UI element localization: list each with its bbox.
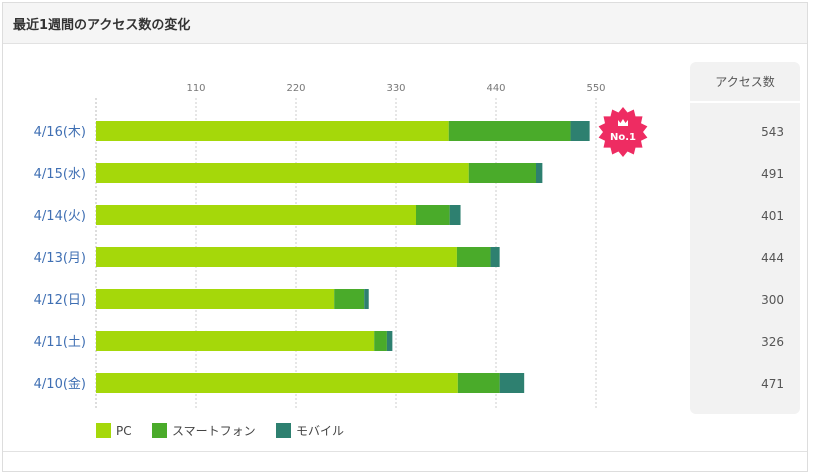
- category-label: 4/13(月): [34, 251, 86, 266]
- bar-segment-mobile: [386, 331, 393, 351]
- bar-segment-smartphone: [334, 289, 365, 309]
- legend-label-mobile: モバイル: [296, 424, 344, 438]
- panel-title: 最近1週間のアクセス数の変化: [13, 18, 191, 33]
- total-value: 401: [761, 209, 784, 223]
- bar-segment-smartphone: [456, 247, 491, 267]
- x-tick-label: 110: [186, 83, 205, 94]
- total-value: 543: [761, 125, 784, 139]
- category-label: 4/12(日): [34, 293, 86, 308]
- bar-segment-pc: [96, 247, 457, 267]
- x-tick-label: 550: [586, 83, 605, 94]
- bar-segment-smartphone: [457, 373, 500, 393]
- category-label: 4/15(水): [34, 167, 86, 182]
- category-label: 4/16(木): [34, 125, 86, 140]
- bar-segment-smartphone: [468, 163, 536, 183]
- bar-segment-mobile: [570, 121, 590, 141]
- bar-segment-mobile: [449, 205, 461, 225]
- no1-badge: No.1: [598, 107, 648, 157]
- panel-header: 最近1週間のアクセス数の変化: [3, 3, 807, 44]
- bar-segment-mobile: [490, 247, 500, 267]
- legend-swatch-smartphone: [152, 423, 167, 438]
- bar-segment-pc: [96, 163, 469, 183]
- x-tick-label: 220: [286, 83, 305, 94]
- category-label: 4/10(金): [34, 376, 86, 392]
- x-tick-label: 330: [386, 83, 405, 94]
- x-tick-label: 440: [486, 83, 505, 94]
- bar-segment-smartphone: [448, 121, 571, 141]
- category-label: 4/11(土): [34, 335, 86, 350]
- bar-segment-smartphone: [374, 331, 387, 351]
- category-labels: 4/16(木) 4/15(水) 4/14(火) 4/13(月) 4/12(日) 4/11(…: [34, 125, 86, 392]
- bar-segment-pc: [96, 331, 375, 351]
- bar-segment-mobile: [536, 163, 543, 183]
- total-value: 326: [761, 335, 784, 349]
- total-value: 444: [761, 251, 784, 265]
- badge-label: No.1: [610, 132, 636, 143]
- x-axis-ticks: 110 220 330 440 550: [186, 83, 605, 94]
- bar-segment-smartphone: [416, 205, 450, 225]
- badge-starburst: [598, 107, 648, 157]
- bar-segment-pc: [96, 289, 335, 309]
- legend-label-pc: PC: [116, 424, 132, 438]
- bottom-divider: [3, 451, 807, 452]
- bar-segment-pc: [96, 373, 458, 393]
- bar-segment-mobile: [364, 289, 369, 309]
- bar-segment-pc: [96, 121, 449, 141]
- crown-icon: [618, 119, 628, 126]
- category-label: 4/14(火): [34, 209, 86, 224]
- legend: PC スマートフォン モバイル: [96, 423, 344, 438]
- totals-panel: アクセス数 543 491 401 444 300 326 471: [690, 62, 800, 414]
- bar-segment-mobile: [499, 373, 525, 393]
- totals-panel-bg: [690, 62, 800, 414]
- bar-segment-pc: [96, 205, 416, 225]
- legend-swatch-pc: [96, 423, 111, 438]
- bars: [96, 121, 590, 393]
- totals-header: アクセス数: [715, 74, 774, 89]
- legend-swatch-mobile: [276, 423, 291, 438]
- total-value: 471: [761, 377, 784, 391]
- total-value: 300: [761, 293, 784, 307]
- total-value: 491: [761, 167, 784, 181]
- legend-label-smartphone: スマートフォン: [172, 424, 256, 438]
